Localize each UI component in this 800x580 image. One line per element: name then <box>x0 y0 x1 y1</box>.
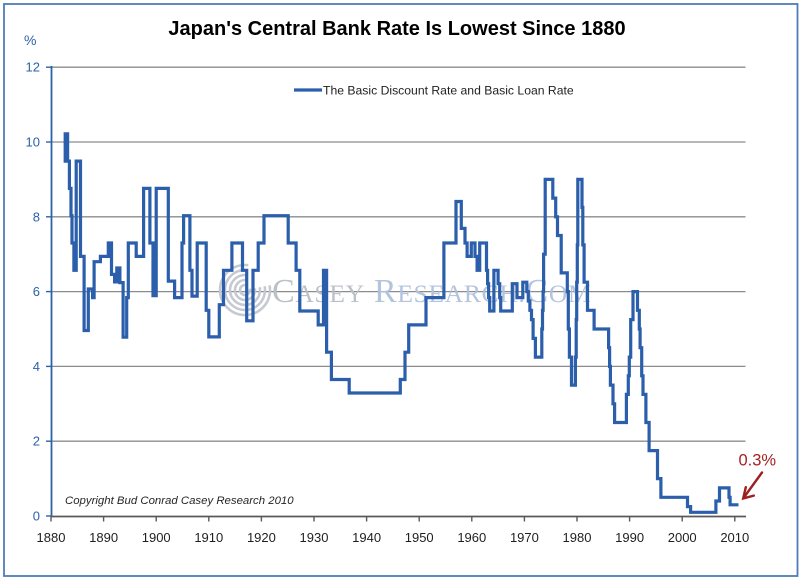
svg-text:1900: 1900 <box>142 530 171 545</box>
svg-text:1890: 1890 <box>89 530 118 545</box>
svg-text:1990: 1990 <box>615 530 644 545</box>
svg-text:0.3%: 0.3% <box>739 452 777 470</box>
svg-text:%: % <box>24 32 36 48</box>
svg-text:4: 4 <box>33 359 40 374</box>
svg-text:2000: 2000 <box>668 530 697 545</box>
svg-text:1920: 1920 <box>247 530 276 545</box>
svg-text:1970: 1970 <box>510 530 539 545</box>
svg-text:2: 2 <box>33 434 40 449</box>
svg-text:Copyright Bud Conrad Casey Res: Copyright Bud Conrad Casey Research 2010 <box>65 495 294 507</box>
svg-text:1950: 1950 <box>405 530 434 545</box>
svg-text:The Basic Discount Rate and Ba: The Basic Discount Rate and Basic Loan R… <box>323 84 574 98</box>
svg-text:12: 12 <box>26 60 40 75</box>
svg-text:1940: 1940 <box>352 530 381 545</box>
svg-text:1880: 1880 <box>37 530 66 545</box>
svg-text:10: 10 <box>26 135 40 150</box>
svg-text:0: 0 <box>33 509 40 524</box>
svg-text:2010: 2010 <box>720 530 749 545</box>
svg-text:1910: 1910 <box>194 530 223 545</box>
svg-text:1980: 1980 <box>563 530 592 545</box>
svg-text:6: 6 <box>33 284 40 299</box>
svg-text:1960: 1960 <box>457 530 486 545</box>
svg-text:1930: 1930 <box>300 530 329 545</box>
svg-text:8: 8 <box>33 209 40 224</box>
svg-text:Japan's Central Bank Rate Is L: Japan's Central Bank Rate Is Lowest Sinc… <box>168 18 625 40</box>
